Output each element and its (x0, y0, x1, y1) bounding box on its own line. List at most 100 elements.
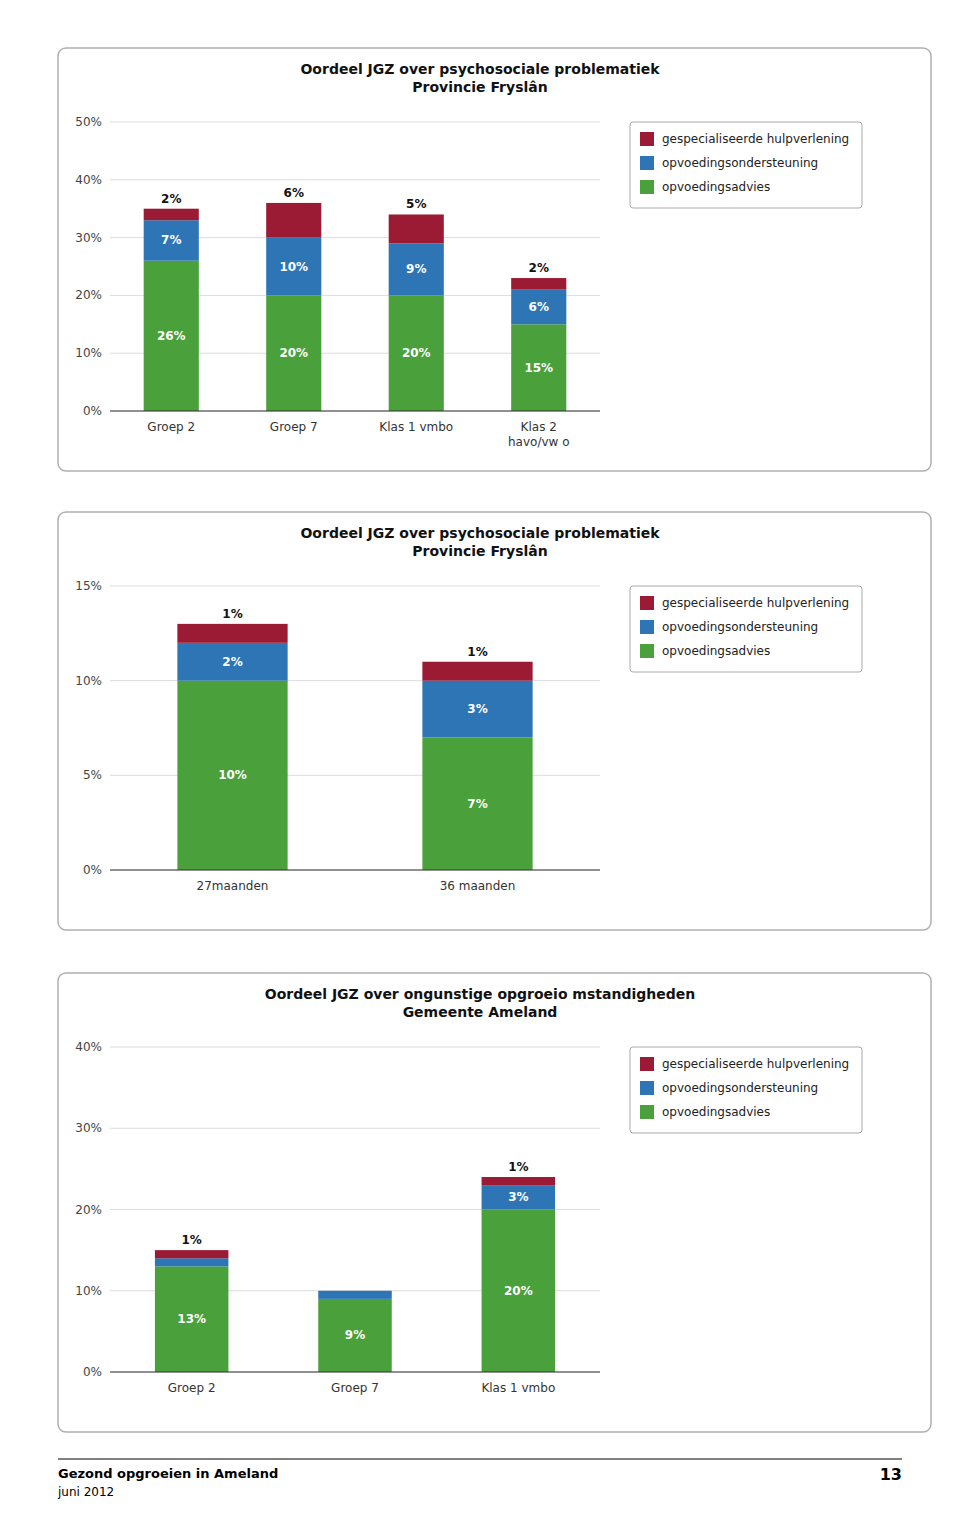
bar-segment (422, 681, 532, 738)
text-line: Provincie Fryslân (412, 79, 547, 95)
y-tick-label: 15% (75, 579, 102, 593)
y-tick-label: 0% (83, 1365, 102, 1379)
panel-border (58, 48, 931, 471)
legend-box (630, 122, 862, 208)
text-line: Oordeel JGZ over ongunstige opgroeio mst… (265, 986, 695, 1002)
text-line: Oordeel JGZ over psychosociale problemat… (300, 61, 660, 77)
text-line: Groep 2 (147, 420, 195, 434)
bar-segment (144, 261, 199, 411)
y-tick-label: 40% (75, 1040, 102, 1054)
text-line: Groep 7 (331, 1381, 379, 1395)
legend-swatch (640, 1105, 654, 1119)
grid-line (110, 122, 600, 123)
x-tick-label: 36 maanden (440, 879, 516, 893)
bar-segment (266, 295, 321, 411)
text-line: Gemeente Ameland (403, 1004, 558, 1020)
bars (144, 203, 567, 411)
bar-segment (155, 1266, 229, 1372)
bar-segment (266, 238, 321, 296)
text-line: 36 maanden (440, 879, 516, 893)
bars (155, 1177, 555, 1372)
bar-segment (511, 278, 566, 290)
x-tick-label: Klas 1 vmbo (481, 1381, 555, 1395)
x-tick-label: Klas 2havo/vw o (508, 420, 570, 449)
data-labels: 13%1%9%20%3%1% (177, 1160, 532, 1342)
x-axis-line (110, 870, 600, 871)
text-line: Oordeel JGZ over psychosociale problemat… (300, 525, 660, 541)
bar-segment (511, 290, 566, 325)
legend-label: opvoedingsadvies (662, 644, 770, 658)
page-number: 13 (880, 1465, 902, 1484)
bar-segment (177, 681, 287, 870)
bar-segment (318, 1291, 392, 1299)
text-line: Klas 1 vmbo (379, 420, 453, 434)
text-line: Klas 1 vmbo (481, 1381, 555, 1395)
data-label: 7% (161, 233, 181, 247)
data-label: 3% (467, 702, 487, 716)
chart-title: Oordeel JGZ over psychosociale problemat… (300, 525, 660, 559)
data-label: 3% (508, 1190, 528, 1204)
grid-line (110, 411, 600, 412)
bar-segment (389, 243, 444, 295)
data-label: 1% (508, 1160, 528, 1174)
footer: Gezond opgroeien in Amelandjuni 201213 (57, 1459, 902, 1499)
legend-label: opvoedingsadvies (662, 1105, 770, 1119)
text-line: havo/vw o (508, 435, 570, 449)
data-label: 1% (467, 645, 487, 659)
y-tick-label: 10% (75, 346, 102, 360)
data-label: 20% (279, 346, 308, 360)
x-tick-label: Klas 1 vmbo (379, 420, 453, 434)
y-tick-label: 5% (83, 768, 102, 782)
chart-title: Oordeel JGZ over psychosociale problemat… (300, 61, 660, 95)
footer-rule (58, 1459, 902, 1460)
bars (177, 624, 532, 870)
bar-segment (177, 624, 287, 643)
legend-swatch (640, 644, 654, 658)
grid-line (110, 1128, 600, 1129)
bar-segment (177, 643, 287, 681)
data-label: 9% (406, 262, 426, 276)
chart: Oordeel JGZ over ongunstige opgroeio mst… (58, 973, 931, 1432)
data-labels: 10%2%1%7%3%1% (218, 607, 488, 811)
data-label: 2% (161, 192, 181, 206)
data-label: 9% (345, 1328, 365, 1342)
text-line: Klas 2 (521, 420, 557, 434)
x-tick-label: Groep 7 (331, 1381, 379, 1395)
text-line: 27maanden (197, 879, 269, 893)
x-axis-line (110, 411, 600, 412)
background (0, 0, 960, 1520)
y-tick-label: 10% (75, 674, 102, 688)
chart: Oordeel JGZ over psychosociale problemat… (58, 512, 931, 930)
data-label: 5% (406, 197, 426, 211)
legend-label: opvoedingsondersteuning (662, 620, 818, 634)
data-label: 6% (284, 186, 304, 200)
y-tick-label: 30% (75, 231, 102, 245)
data-label: 2% (529, 261, 549, 275)
y-tick-label: 30% (75, 1121, 102, 1135)
text-line: Groep 7 (270, 420, 318, 434)
grid-line (110, 1047, 600, 1048)
bar-segment (144, 220, 199, 260)
y-tick-label: 0% (83, 863, 102, 877)
x-tick-label: Groep 2 (147, 420, 195, 434)
grid-line (110, 586, 600, 587)
panel-border (58, 973, 931, 1432)
panel-border (58, 512, 931, 930)
bar-segment (482, 1185, 556, 1209)
y-tick-label: 40% (75, 173, 102, 187)
bar-segment (422, 737, 532, 870)
data-label: 10% (279, 260, 308, 274)
y-tick-label: 0% (83, 404, 102, 418)
data-label: 10% (218, 768, 247, 782)
legend-swatch (640, 1057, 654, 1071)
legend-swatch (640, 132, 654, 146)
bar-segment (389, 214, 444, 243)
x-axis-line (110, 1372, 600, 1373)
legend: gespecialiseerde hulpverleningopvoedings… (630, 122, 862, 208)
bar-segment (482, 1177, 556, 1185)
chart: Oordeel JGZ over psychosociale problemat… (58, 48, 931, 471)
legend-label: opvoedingsondersteuning (662, 156, 818, 170)
legend: gespecialiseerde hulpverleningopvoedings… (630, 586, 862, 672)
text-line: Provincie Fryslân (412, 543, 547, 559)
grid-line (110, 179, 600, 180)
